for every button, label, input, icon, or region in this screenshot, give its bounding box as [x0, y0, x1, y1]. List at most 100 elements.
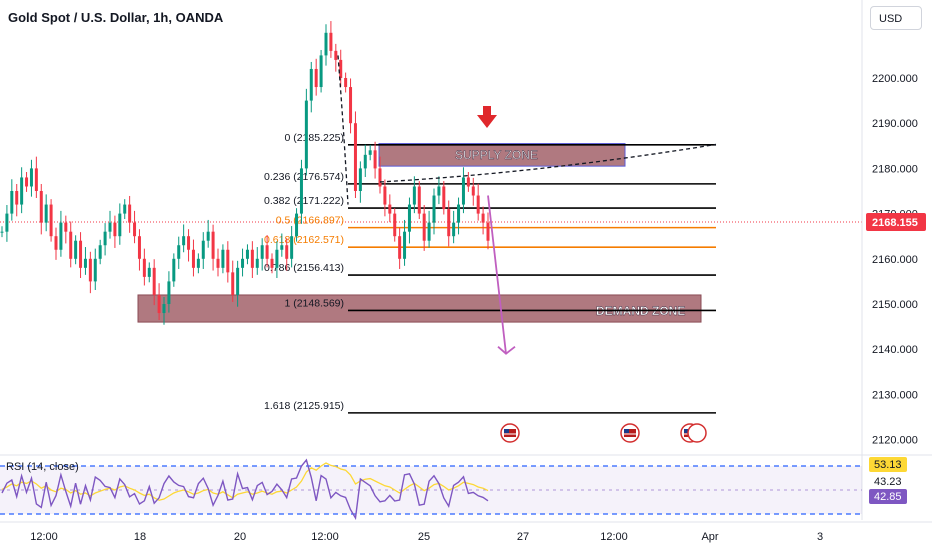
rsi-value-badge: [869, 457, 907, 472]
candle-body: [152, 267, 156, 295]
current-price-label: 2168.155: [872, 217, 918, 229]
candle-body: [191, 249, 195, 268]
candle-body: [403, 231, 407, 259]
candle-body: [275, 249, 279, 268]
candle-body: [260, 245, 264, 259]
candle-body: [471, 186, 475, 196]
candle-body: [285, 245, 289, 259]
current-price-badge: [866, 212, 926, 231]
candle-body: [427, 222, 431, 241]
candle-body: [187, 236, 191, 250]
us-flag-event-icon[interactable]: [620, 423, 640, 443]
candle-body: [422, 213, 426, 241]
candle-body: [113, 222, 117, 237]
time-tick-label: 25: [418, 531, 430, 543]
candle-body: [363, 154, 367, 169]
currency-button[interactable]: USD: [870, 6, 922, 30]
symbol-title: Gold Spot / U.S. Dollar, 1h, OANDA: [8, 10, 224, 25]
candle-body: [29, 168, 33, 187]
candle-body: [280, 245, 284, 250]
candle-body: [83, 258, 87, 268]
fib-level-label: 0.786 (2156.413): [264, 262, 344, 274]
candle-body: [476, 195, 480, 214]
candle-body: [250, 249, 254, 268]
candle-body: [74, 240, 78, 259]
candle-body: [0, 231, 4, 233]
candle-body: [241, 258, 245, 268]
candle-body: [466, 177, 470, 187]
rsi-badge: [869, 489, 907, 504]
fib-level-label: 1.618 (2125.915): [264, 400, 344, 412]
candle-body: [270, 258, 274, 268]
candle-body: [15, 191, 19, 205]
candle-body: [412, 186, 416, 205]
candle-body: [457, 204, 461, 223]
candle-body: [231, 272, 235, 295]
candle-body: [162, 304, 166, 314]
candle-body: [417, 186, 421, 214]
candle-body: [211, 231, 215, 259]
fib-level-label: 0.236 (2176.574): [264, 171, 344, 183]
rsi-label: RSI (14, close): [6, 461, 79, 473]
candle-body: [486, 222, 490, 241]
candle-body: [353, 123, 357, 191]
supply-zone: [378, 143, 626, 167]
candle-body: [245, 249, 249, 259]
time-tick-label: Apr: [701, 531, 718, 543]
time-tick-label: 18: [134, 531, 146, 543]
candle-body: [108, 222, 112, 232]
candle-body: [236, 267, 240, 295]
time-tick-label: 12:00: [30, 531, 58, 543]
candle-body: [137, 236, 141, 259]
fib-level-label: 0.382 (2171.222): [264, 195, 344, 207]
supply-zone-label: SUPPLY ZONE: [455, 148, 538, 162]
candle-body: [265, 245, 269, 259]
fib-level-label: 0.5 (2166.897): [276, 215, 344, 227]
candle-body: [339, 59, 343, 78]
candle-body: [314, 68, 318, 88]
candle-body: [79, 240, 83, 268]
time-tick-label: 27: [517, 531, 529, 543]
candle-body: [383, 186, 387, 205]
price-tick-label: 2180.000: [872, 163, 918, 175]
fib-level-label: 0.618 (2162.571): [264, 234, 344, 246]
candle-body: [25, 177, 29, 187]
us-flag-event-icon[interactable]: [500, 423, 520, 443]
candle-body: [481, 213, 485, 223]
candle-body: [10, 191, 14, 214]
candle-body: [128, 204, 132, 223]
time-tick-label: 3: [817, 531, 823, 543]
fib-level-label: 1 (2148.569): [284, 297, 344, 309]
candle-body: [172, 258, 176, 282]
candle-body: [437, 186, 441, 196]
candle-body: [34, 168, 38, 191]
candle-body: [461, 177, 465, 205]
candle-body: [93, 258, 97, 282]
price-tick-label: 2150.000: [872, 299, 918, 311]
candle-body: [44, 204, 48, 223]
trend-curve: [379, 143, 717, 183]
candle-body: [133, 222, 137, 237]
candle-body: [373, 150, 377, 169]
rsi-line: [1, 458, 489, 521]
rsi-ma-value: 43.23: [874, 476, 902, 488]
candle-body: [39, 191, 43, 223]
fib-level-label: 0 (2185.225): [284, 132, 344, 144]
candle-body: [295, 213, 299, 237]
candle-body: [182, 236, 186, 246]
demand-zone: [137, 294, 702, 323]
candle-body: [255, 258, 259, 268]
candle-body: [221, 249, 225, 268]
price-tick-label: 2200.000: [872, 73, 918, 85]
candle-body: [20, 177, 24, 205]
candle-body: [299, 168, 303, 214]
projection-arrowhead: [497, 346, 516, 355]
candle-body: [329, 32, 333, 51]
candle-body: [432, 195, 436, 223]
candle-body: [206, 231, 210, 241]
candle-body: [103, 231, 107, 246]
price-tick-label: 2190.000: [872, 118, 918, 130]
candle-body: [142, 258, 146, 277]
